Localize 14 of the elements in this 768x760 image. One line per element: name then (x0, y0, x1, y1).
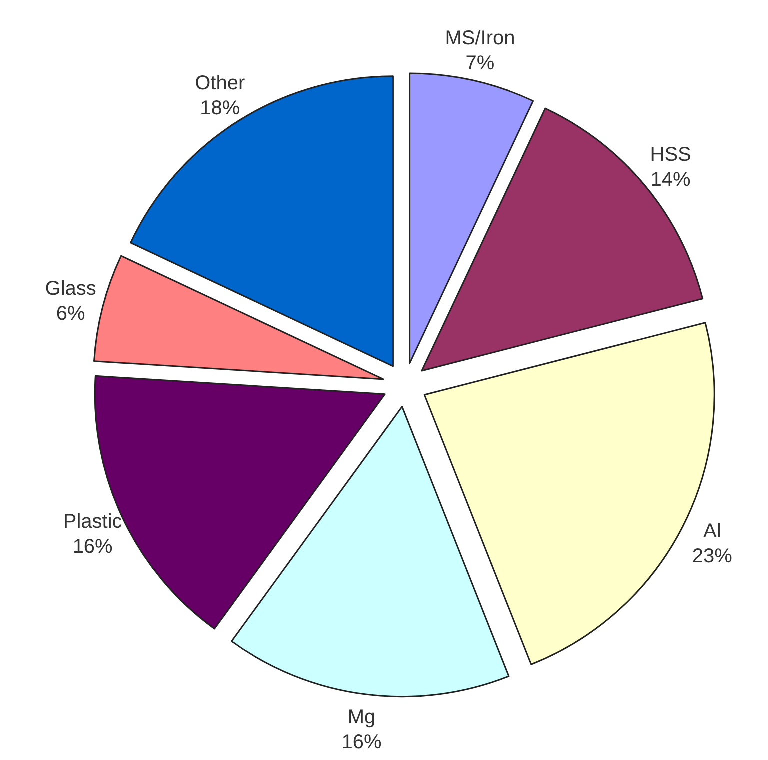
data-label: 14% (650, 169, 692, 192)
slice-label: Other (195, 72, 246, 95)
slice-label: Plastic (63, 510, 122, 533)
data-label: 16% (72, 536, 114, 558)
slice-label: Mg (348, 706, 376, 728)
data-label: 6% (56, 303, 86, 326)
data-label: 16% (342, 731, 382, 754)
slice-label: Al (704, 520, 722, 543)
data-label: 18% (200, 98, 240, 120)
data-label: 23% (692, 546, 733, 568)
slice-label: MS/Iron (445, 27, 516, 50)
slice-label: HSS (650, 144, 692, 166)
data-label: 7% (466, 52, 495, 74)
slice-label: Glass (45, 278, 96, 300)
